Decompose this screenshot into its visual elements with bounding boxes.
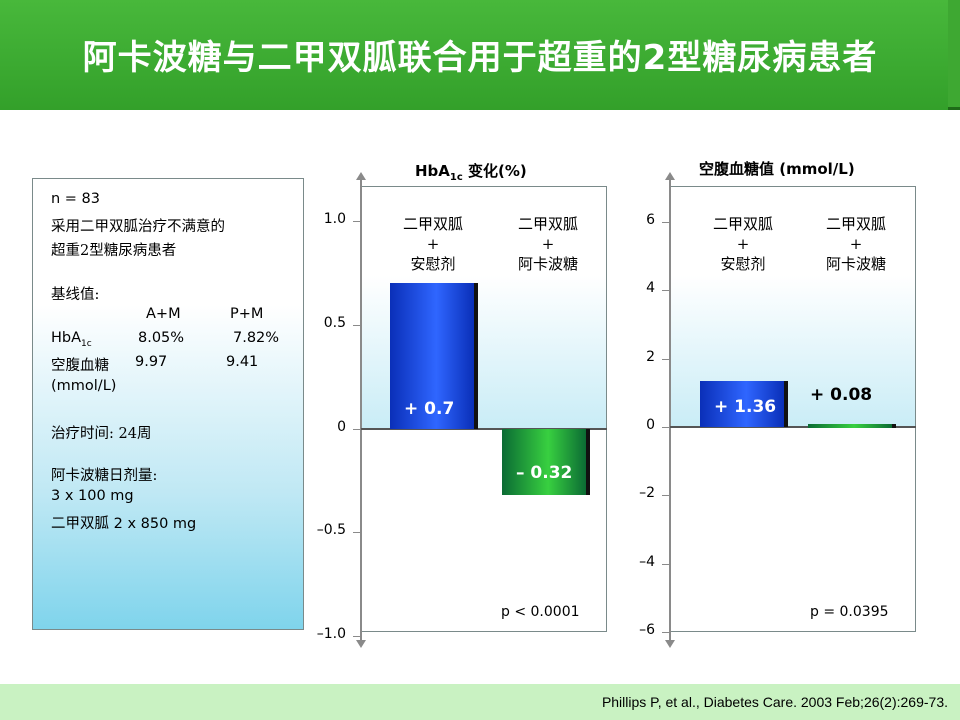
- fpg-y-axis-line: [669, 176, 671, 642]
- hba1c-group-label-line: 二甲双胍: [517, 215, 578, 233]
- hba1c-y-tick-label: –1.0: [316, 626, 346, 642]
- dose-metformin: 二甲双胍 2 x 850 mg: [51, 516, 197, 532]
- hba1c-y-tick-label: 0.5: [323, 314, 346, 331]
- fpg-p-value: p = 0.0395: [810, 604, 889, 620]
- hba1c-bar-2-value-label: – 0.32: [516, 462, 573, 483]
- hba1c-y-axis-arrow-top: [356, 172, 366, 180]
- fpg-y-tick-label: 6: [646, 212, 655, 228]
- fpg-y-tick: [662, 358, 670, 360]
- fpg-bar-1-value-label: + 1.36: [714, 397, 777, 417]
- hba1c-group-label-2: 二甲双胍 + 阿卡波糖: [493, 214, 603, 274]
- fpg-y-tick-label: –6: [639, 622, 655, 638]
- hba1c-y-tick-label: 1.0: [323, 211, 346, 227]
- slide-title: 阿卡波糖与二甲双胍联合用于超重的2型糖尿病患者: [82, 38, 878, 78]
- population-line-2: 超重2型糖尿病患者: [51, 243, 177, 259]
- title-bar-fill: [0, 0, 948, 110]
- hba1c-title-text: HbA: [415, 162, 450, 180]
- hba1c-group-label-line: +: [541, 235, 555, 253]
- hba1c-subscript: 1c: [81, 338, 92, 349]
- treatment-duration: 治疗时间: 24周: [51, 426, 152, 442]
- fpg-group-label-1: 二甲双胍 + 安慰剂: [688, 214, 798, 274]
- fpg-bar-2: [808, 424, 896, 429]
- hba1c-group-label-1: 二甲双胍 + 安慰剂: [378, 214, 488, 274]
- hba1c-title-rest: 变化(%): [462, 162, 527, 180]
- fpg-y-tick: [662, 495, 670, 497]
- hba1c-bar-1-value-label: + 0.7: [404, 398, 455, 419]
- fpg-y-tick-label: 2: [646, 348, 655, 365]
- fpg-bar-2-value-label: + 0.08: [810, 385, 873, 405]
- fpg-bar-1: [700, 380, 788, 427]
- fpg-am-value: 9.97: [135, 354, 168, 370]
- fpg-y-axis-arrow-top: [665, 172, 675, 180]
- hba1c-text: HbA: [51, 330, 82, 346]
- column-header-pm: P+M: [230, 306, 264, 322]
- baseline-label: 基线值:: [51, 287, 100, 303]
- fpg-y-tick: [662, 632, 670, 633]
- hba1c-group-label-line: +: [426, 235, 440, 253]
- hba1c-y-tick: [353, 221, 361, 222]
- hba1c-group-label-line: 安慰剂: [410, 255, 456, 273]
- hba1c-y-tick: [353, 324, 361, 326]
- fpg-y-tick-label: 0: [646, 417, 655, 433]
- fpg-group-label-2: 二甲双胍 + 阿卡波糖: [801, 214, 911, 274]
- fpg-y-tick-label: –4: [639, 553, 655, 570]
- hba1c-bar-1: [390, 283, 478, 429]
- fpg-y-tick: [662, 222, 670, 223]
- fpg-zero-line: [670, 426, 916, 428]
- fpg-group-label-line: 二甲双胍: [712, 215, 773, 233]
- dose-label: 阿卡波糖日剂量:: [51, 468, 158, 484]
- fpg-group-label-line: 阿卡波糖: [825, 255, 886, 273]
- fpg-y-tick: [662, 427, 670, 428]
- fpg-group-label-line: +: [736, 235, 750, 253]
- citation: Phillips P, et al., Diabetes Care. 2003 …: [601, 694, 948, 710]
- hba1c-pm-value: 7.82%: [233, 330, 280, 346]
- hba1c-group-label-line: 阿卡波糖: [517, 255, 578, 273]
- fpg-row-label: 空腹血糖: [51, 358, 109, 374]
- fpg-group-label-line: 二甲双胍: [825, 215, 886, 233]
- hba1c-y-tick-label: 0: [337, 418, 346, 435]
- fpg-group-label-line: +: [849, 235, 863, 253]
- fpg-y-tick: [662, 290, 670, 292]
- population-line-1: 采用二甲双胍治疗不满意的: [51, 219, 225, 235]
- sample-size: n = 83: [51, 191, 101, 207]
- dose-acarbose: 3 x 100 mg: [51, 488, 134, 504]
- hba1c-chart-title: HbA1c 变化(%): [415, 160, 527, 183]
- column-header-am: A+M: [146, 306, 181, 322]
- fpg-pm-value: 9.41: [226, 354, 259, 370]
- hba1c-y-tick: [353, 428, 361, 430]
- hba1c-title-subscript: 1c: [449, 172, 463, 183]
- hba1c-bar-2: [502, 428, 590, 495]
- fpg-unit: (mmol/L): [51, 378, 117, 394]
- fpg-y-tick: [662, 563, 670, 565]
- fpg-y-tick-label: –2: [639, 485, 655, 502]
- hba1c-y-tick-label: –0.5: [316, 522, 346, 539]
- fpg-group-label-line: 安慰剂: [720, 255, 766, 273]
- hba1c-am-value: 8.05%: [138, 330, 185, 346]
- hba1c-y-tick: [353, 636, 361, 637]
- hba1c-y-axis-line: [360, 176, 362, 642]
- hba1c-y-axis-arrow-bottom: [356, 640, 366, 648]
- hba1c-row-label: HbA1c: [51, 330, 92, 349]
- fpg-plot-lower-region: [671, 427, 915, 631]
- hba1c-y-tick: [353, 532, 361, 534]
- hba1c-group-label-line: 二甲双胍: [402, 215, 463, 233]
- study-info-box: n = 83 采用二甲双胍治疗不满意的 超重2型糖尿病患者 基线值: A+M P…: [32, 178, 304, 630]
- footer-bar: Phillips P, et al., Diabetes Care. 2003 …: [0, 684, 960, 720]
- fpg-y-tick-label: 4: [646, 280, 655, 297]
- title-bar: 阿卡波糖与二甲双胍联合用于超重的2型糖尿病患者: [0, 0, 960, 110]
- hba1c-plot-panel: [361, 186, 607, 632]
- hba1c-p-value: p < 0.0001: [501, 604, 580, 620]
- hba1c-zero-line: [361, 427, 607, 430]
- fpg-chart-title: 空腹血糖值 (mmol/L): [699, 160, 855, 178]
- fpg-y-axis-arrow-bottom: [665, 640, 675, 648]
